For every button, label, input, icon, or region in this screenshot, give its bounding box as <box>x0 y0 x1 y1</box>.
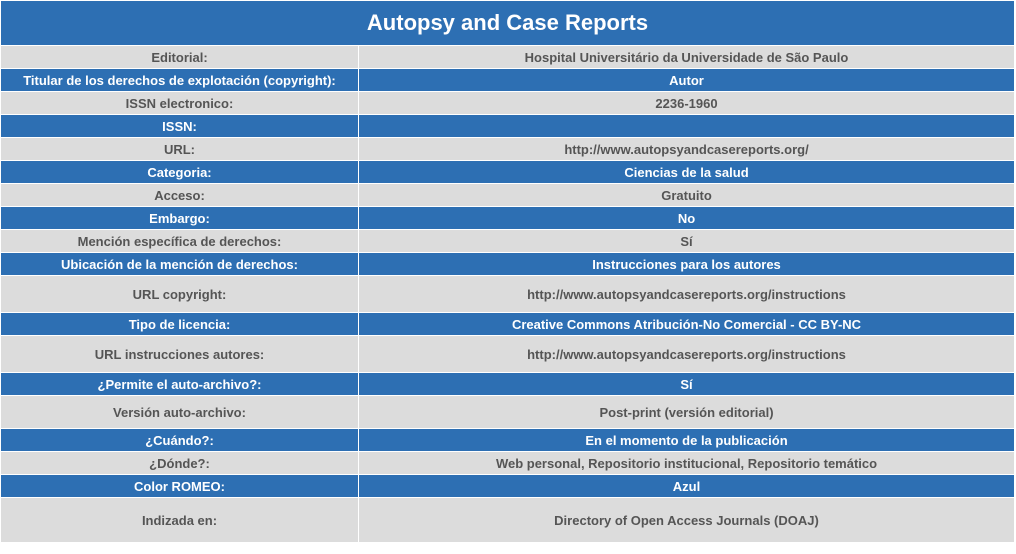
record-row-editorial: Editorial: Hospital Universitário da Uni… <box>0 45 1016 69</box>
row-label: Embargo: <box>0 206 359 230</box>
row-value: 2236-1960 <box>357 91 1016 115</box>
row-value: No <box>357 206 1016 230</box>
row-value: Azul <box>357 474 1016 498</box>
row-value: Post-print (versión editorial) <box>357 395 1016 429</box>
record-row-when: ¿Cuándo?: En el momento de la publicació… <box>0 428 1016 452</box>
record-row-copyright-url: URL copyright: http://www.autopsyandcase… <box>0 275 1016 313</box>
row-label: Editorial: <box>0 45 359 69</box>
row-value: Sí <box>357 229 1016 253</box>
row-label: URL instrucciones autores: <box>0 335 359 373</box>
record-row-license-type: Tipo de licencia: Creative Commons Atrib… <box>0 312 1016 336</box>
row-value: Sí <box>357 372 1016 396</box>
row-label: Ubicación de la mención de derechos: <box>0 252 359 276</box>
record-row-archiving-version: Versión auto-archivo: Post-print (versió… <box>0 395 1016 429</box>
record-row-romeo-color: Color ROMEO: Azul <box>0 474 1016 498</box>
title-row: Autopsy and Case Reports <box>0 0 1016 46</box>
row-label: ISSN: <box>0 114 359 138</box>
row-label: Titular de los derechos de explotación (… <box>0 68 359 92</box>
row-label: Versión auto-archivo: <box>0 395 359 429</box>
row-value: En el momento de la publicación <box>357 428 1016 452</box>
journal-title: Autopsy and Case Reports <box>0 0 1016 46</box>
row-value: Instrucciones para los autores <box>357 252 1016 276</box>
record-row-rights-location: Ubicación de la mención de derechos: Ins… <box>0 252 1016 276</box>
row-value: Web personal, Repositorio institucional,… <box>357 451 1016 475</box>
row-label: ¿Permite el auto-archivo?: <box>0 372 359 396</box>
row-value: Gratuito <box>357 183 1016 207</box>
row-value: Hospital Universitário da Universidade d… <box>357 45 1016 69</box>
row-value <box>357 114 1016 138</box>
row-value: http://www.autopsyandcasereports.org/ <box>357 137 1016 161</box>
row-value: Autor <box>357 68 1016 92</box>
record-row-url: URL: http://www.autopsyandcasereports.or… <box>0 137 1016 161</box>
record-row-issn: ISSN: <box>0 114 1016 138</box>
row-value: Ciencias de la salud <box>357 160 1016 184</box>
record-row-self-archiving: ¿Permite el auto-archivo?: Sí <box>0 372 1016 396</box>
row-label: URL copyright: <box>0 275 359 313</box>
row-value: http://www.autopsyandcasereports.org/ins… <box>357 275 1016 313</box>
record-row-copyright-holder: Titular de los derechos de explotación (… <box>0 68 1016 92</box>
record-row-indexed-in: Indizada en: Directory of Open Access Jo… <box>0 497 1016 543</box>
row-label: ¿Dónde?: <box>0 451 359 475</box>
row-label: Color ROMEO: <box>0 474 359 498</box>
row-value: Creative Commons Atribución-No Comercial… <box>357 312 1016 336</box>
record-row-category: Categoria: Ciencias de la salud <box>0 160 1016 184</box>
row-label: Acceso: <box>0 183 359 207</box>
record-row-access: Acceso: Gratuito <box>0 183 1016 207</box>
row-label: ¿Cuándo?: <box>0 428 359 452</box>
row-label: Mención específica de derechos: <box>0 229 359 253</box>
record-row-where: ¿Dónde?: Web personal, Repositorio insti… <box>0 451 1016 475</box>
record-row-author-instructions-url: URL instrucciones autores: http://www.au… <box>0 335 1016 373</box>
record-row-rights-mention: Mención específica de derechos: Sí <box>0 229 1016 253</box>
row-label: Categoria: <box>0 160 359 184</box>
row-label: URL: <box>0 137 359 161</box>
row-label: ISSN electronico: <box>0 91 359 115</box>
record-row-embargo: Embargo: No <box>0 206 1016 230</box>
record-row-eissn: ISSN electronico: 2236-1960 <box>0 91 1016 115</box>
row-label: Tipo de licencia: <box>0 312 359 336</box>
row-value: http://www.autopsyandcasereports.org/ins… <box>357 335 1016 373</box>
row-label: Indizada en: <box>0 497 359 543</box>
row-value: Directory of Open Access Journals (DOAJ) <box>357 497 1016 543</box>
